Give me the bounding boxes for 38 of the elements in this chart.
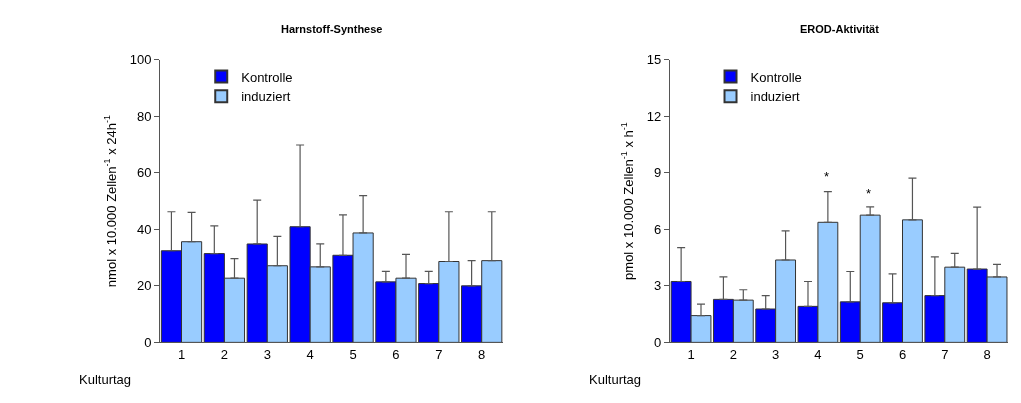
y-tick-label: 60 xyxy=(137,165,152,181)
x-tick-label: 8 xyxy=(983,346,991,362)
x-tick-label: 3 xyxy=(263,346,271,362)
y-tick-label: 3 xyxy=(654,278,662,294)
y-tick-label: 80 xyxy=(137,108,152,124)
y-tick-label: 0 xyxy=(144,334,152,350)
y-tick-label: 12 xyxy=(646,108,662,124)
x-tick-label: 6 xyxy=(898,346,907,362)
x-tick-label: 4 xyxy=(306,346,314,362)
x-tick-label: 4 xyxy=(814,346,822,362)
x-tick-label: 5 xyxy=(349,346,357,362)
x-tick-label: 7 xyxy=(435,346,443,362)
x-tick-label: 5 xyxy=(856,346,864,362)
x-tick-label: 1 xyxy=(687,346,695,362)
y-tick-label: 100 xyxy=(129,52,152,68)
chart-title: EROD-Aktivität xyxy=(800,23,880,35)
annotation: * xyxy=(824,169,830,184)
y-tick-label: 6 xyxy=(654,221,662,237)
x-axis-title: Kulturtag xyxy=(589,372,642,387)
chart-title: Harnstoff-Synthese xyxy=(281,23,383,35)
x-tick-label: 7 xyxy=(941,346,949,362)
x-tick-label: 1 xyxy=(177,346,186,362)
legend-label: Kontrolle xyxy=(241,69,293,85)
annotation: * xyxy=(866,186,872,201)
y-tick-label: 9 xyxy=(654,165,662,181)
legend-label: induziert xyxy=(241,89,291,105)
y-tick-label: 15 xyxy=(646,52,662,68)
legend-label: induziert xyxy=(750,89,801,105)
x-tick-label: 6 xyxy=(392,346,400,362)
y-tick-label: 20 xyxy=(137,278,152,294)
legend-label: Kontrolle xyxy=(750,69,802,85)
x-tick-label: 3 xyxy=(772,346,780,362)
x-tick-label: 8 xyxy=(478,346,486,362)
y-tick-label: 0 xyxy=(654,334,662,350)
x-tick-label: 2 xyxy=(220,346,229,362)
y-tick-label: 40 xyxy=(137,221,152,237)
x-tick-label: 2 xyxy=(729,346,737,362)
x-axis-title: Kulturtag xyxy=(79,372,132,387)
